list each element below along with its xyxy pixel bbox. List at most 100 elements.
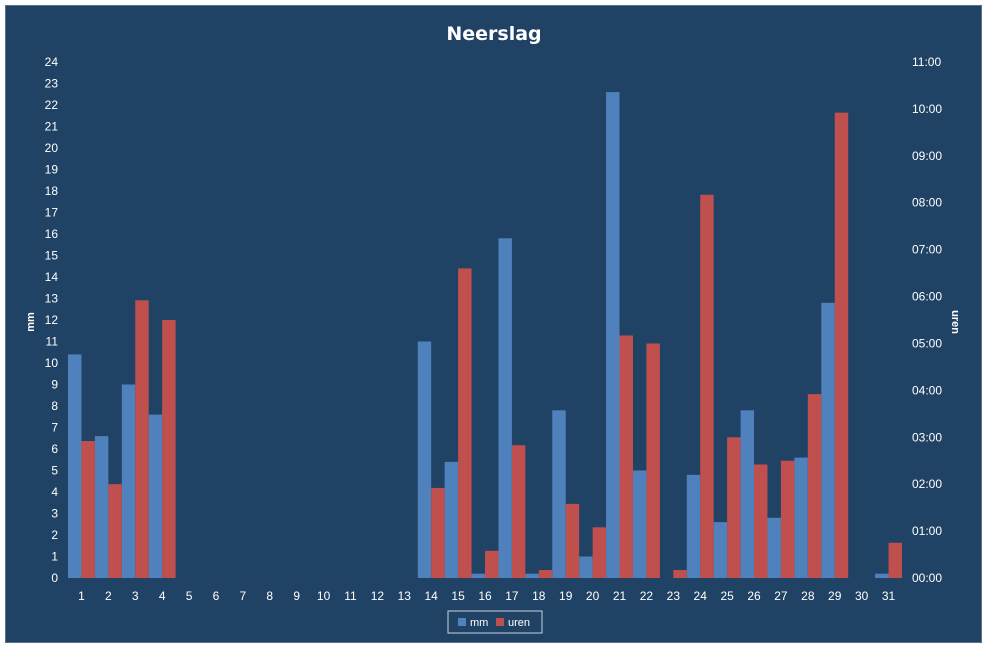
bar-uren — [458, 268, 472, 578]
bar-mm — [121, 384, 136, 578]
bar-uren — [565, 503, 580, 578]
y-tick-label: 2 — [51, 528, 58, 542]
y2-tick-label: 10:00 — [912, 102, 942, 116]
bar-uren — [619, 335, 633, 578]
legend-label-uren: uren — [508, 617, 530, 629]
y2-tick-label: 07:00 — [912, 243, 942, 257]
x-tick-label: 29 — [828, 589, 842, 603]
bar-mm — [821, 302, 835, 578]
bar-mm — [148, 414, 163, 578]
bar-mm — [740, 410, 755, 578]
bar-mm — [794, 457, 808, 578]
y-tick-label: 24 — [45, 55, 59, 69]
bar-uren — [108, 484, 122, 578]
y-tick-label: 10 — [45, 356, 59, 370]
x-tick-label: 30 — [855, 589, 869, 603]
x-tick-label: 28 — [801, 589, 815, 603]
bar-mm — [713, 522, 728, 578]
x-tick-label: 2 — [105, 589, 112, 603]
y2-tick-label: 09:00 — [912, 149, 942, 163]
y-tick-label: 3 — [51, 507, 58, 521]
y-tick-label: 6 — [51, 442, 58, 456]
bar-mm — [525, 573, 539, 578]
bar-uren — [592, 527, 607, 578]
y-tick-label: 14 — [45, 270, 59, 284]
bar-mm — [94, 436, 109, 578]
bar-uren — [81, 441, 95, 578]
x-tick-label: 3 — [132, 589, 139, 603]
bar-chart: Neerslag 0123456789101112131415161718192… — [25, 23, 961, 634]
bar-uren — [700, 194, 714, 578]
bar-uren — [727, 437, 741, 578]
bar-mm — [606, 92, 620, 578]
y-tick-label: 22 — [45, 98, 59, 112]
y2-tick-label: 00:00 — [912, 571, 942, 585]
x-tick-label: 27 — [774, 589, 788, 603]
y-tick-label: 4 — [51, 485, 58, 499]
bar-uren — [754, 464, 768, 578]
x-tick-label: 24 — [694, 589, 708, 603]
x-tick-label: 12 — [371, 589, 385, 603]
y-tick-label: 12 — [45, 313, 59, 327]
y-axis-title: mm — [25, 312, 37, 332]
bar-uren — [485, 550, 499, 578]
x-tick-label: 18 — [532, 589, 546, 603]
x-tick-label: 17 — [505, 589, 519, 603]
x-tick-label: 14 — [425, 589, 439, 603]
bar-mm — [68, 354, 82, 578]
y2-tick-label: 11:00 — [912, 55, 941, 69]
x-tick-label: 1 — [78, 589, 85, 603]
x-tick-label: 26 — [747, 589, 761, 603]
y-tick-label: 0 — [51, 571, 58, 585]
bar-uren — [646, 343, 660, 578]
y2-tick-label: 08:00 — [912, 196, 942, 210]
bar-mm — [552, 410, 566, 578]
x-tick-label: 8 — [266, 589, 273, 603]
y2-tick-label: 03:00 — [912, 430, 942, 444]
x-tick-label: 16 — [478, 589, 492, 603]
y2-axis-title: uren — [949, 310, 961, 334]
y-tick-label: 18 — [45, 184, 59, 198]
bars — [68, 92, 902, 579]
x-tick-label: 6 — [213, 589, 220, 603]
y2-tick-label: 06:00 — [912, 290, 942, 304]
x-axis: 1 2 3 4 5 6 7 8 9 10 11 12 13 14 15 16 17 18 19 20 21 22 23 24 2… — [78, 589, 895, 603]
y-tick-label: 1 — [51, 550, 58, 564]
bar-uren — [162, 320, 176, 578]
y-tick-label: 9 — [51, 378, 58, 392]
legend: mm uren — [447, 610, 543, 634]
y-tick-label: 23 — [45, 77, 59, 91]
x-tick-label: 11 — [344, 589, 357, 603]
bar-mm — [632, 470, 647, 578]
x-tick-label: 13 — [398, 589, 412, 603]
y2-tick-label: 05:00 — [912, 336, 942, 350]
bar-mm — [579, 556, 593, 578]
y-tick-label: 5 — [51, 464, 58, 478]
y2-tick-label: 04:00 — [912, 383, 942, 397]
legend-swatch-mm — [458, 618, 466, 626]
bar-mm — [471, 573, 485, 578]
x-tick-label: 15 — [451, 589, 465, 603]
bar-uren — [807, 394, 822, 578]
bar-mm — [498, 238, 512, 579]
y-tick-label: 17 — [45, 206, 59, 220]
bar-uren — [834, 112, 849, 579]
y-tick-label: 19 — [45, 163, 59, 177]
y-tick-label: 7 — [51, 421, 58, 435]
bar-uren — [135, 300, 149, 578]
x-tick-label: 31 — [882, 589, 896, 603]
x-tick-label: 23 — [667, 589, 681, 603]
y-tick-label: 11 — [46, 335, 59, 349]
x-tick-label: 4 — [159, 589, 166, 603]
x-tick-label: 7 — [240, 589, 247, 603]
bar-uren — [431, 487, 445, 578]
bar-mm — [417, 341, 432, 578]
y-tick-label: 20 — [45, 141, 59, 155]
y-tick-label: 15 — [45, 249, 59, 263]
x-tick-label: 20 — [586, 589, 600, 603]
bar-uren — [888, 542, 902, 578]
bar-uren — [673, 570, 687, 578]
chart-area: Neerslag 0 1 2 3 4 5 6 7 8 9 10 11 12 13 14 15 16 17 18 19 2… — [5, 5, 982, 643]
y-axis-right: 00:00 01:00 02:00 03:00 04:00 05:00 06:00 07:00… — [912, 55, 942, 585]
